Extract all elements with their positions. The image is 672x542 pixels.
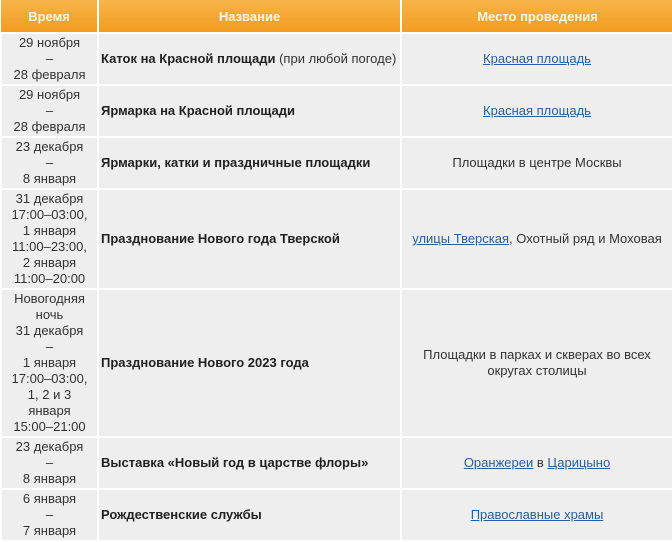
- event-title-bold: Празднование Нового 2023 года: [101, 355, 309, 370]
- place-link[interactable]: улицы Тверская: [412, 231, 510, 246]
- event-time: Новогодняя ночь 31 декабря – 1 января 17…: [0, 288, 99, 438]
- table-row: 6 января – 7 января Рождественские службы…: [0, 488, 672, 542]
- event-time: 6 января – 7 января: [0, 488, 99, 542]
- event-title-bold: Рождественские службы: [101, 507, 262, 522]
- event-time: 29 ноября – 28 февраля: [0, 32, 99, 86]
- place-link[interactable]: Православные храмы: [470, 507, 604, 522]
- event-title-note: (при любой погоде): [275, 51, 397, 66]
- event-place: Красная площадь: [400, 32, 672, 86]
- event-time: 29 ноября – 28 февраля: [0, 84, 99, 138]
- place-text: в: [533, 455, 548, 470]
- header-title: Название: [98, 0, 402, 34]
- event-place: Православные храмы: [400, 488, 672, 542]
- event-time: 23 декабря – 8 января: [0, 436, 99, 490]
- place-link[interactable]: Оранжереи: [463, 455, 534, 470]
- event-title-bold: Каток на Красной площади: [101, 51, 276, 66]
- event-title: Выставка «Новый год в царстве флоры»: [97, 436, 402, 490]
- event-place: Оранжереи в Царицыно: [400, 436, 672, 490]
- table-row: 29 ноября – 28 февраля Ярмарка на Красной…: [0, 84, 672, 138]
- event-title: Празднование Нового 2023 года: [97, 288, 402, 438]
- event-title-bold: Празднование Нового года Тверской: [101, 231, 340, 246]
- table-row: Новогодняя ночь 31 декабря – 1 января 17…: [0, 288, 672, 438]
- place-text: , Охотный ряд и Моховая: [509, 231, 662, 246]
- table-row: 31 декабря 17:00–03:00, 1 января 11:00–2…: [0, 188, 672, 290]
- table-row: 29 ноября – 28 февраля Каток на Красной п…: [0, 32, 672, 86]
- place-link[interactable]: Красная площадь: [483, 51, 591, 66]
- place-link[interactable]: Красная площадь: [483, 103, 591, 118]
- event-title: Ярмарка на Красной площади: [97, 84, 402, 138]
- header-time: Время: [1, 0, 99, 34]
- event-time: 23 декабря – 8 января: [0, 136, 99, 190]
- event-place: улицы Тверская, Охотный ряд и Моховая: [400, 188, 672, 290]
- event-title: Празднование Нового года Тверской: [97, 188, 402, 290]
- header-place: Место проведения: [401, 0, 672, 34]
- table-row: 23 декабря – 8 января Выставка «Новый год…: [0, 436, 672, 490]
- event-title: Рождественские службы: [97, 488, 402, 542]
- place-link[interactable]: Царицыно: [547, 455, 611, 470]
- event-title: Каток на Красной площади (при любой пого…: [97, 32, 402, 86]
- event-time: 31 декабря 17:00–03:00, 1 января 11:00–2…: [0, 188, 99, 290]
- event-title-bold: Ярмарки, катки и праздничные площадки: [101, 155, 371, 170]
- place-text: Площадки в парках и скверах во всех окру…: [423, 347, 651, 378]
- event-place: Красная площадь: [400, 84, 672, 138]
- event-title-bold: Выставка «Новый год в царстве флоры»: [101, 455, 369, 470]
- event-place: Площадки в парках и скверах во всех окру…: [400, 288, 672, 438]
- table-body: 29 ноября – 28 февраля Каток на Красной п…: [0, 32, 672, 542]
- header-row: Время Название Место проведения: [1, 0, 672, 34]
- event-place: Площадки в центре Москвы: [400, 136, 672, 190]
- event-title: Ярмарки, катки и праздничные площадки: [97, 136, 402, 190]
- table-row: 23 декабря – 8 января Ярмарки, катки и пр…: [0, 136, 672, 190]
- place-text: Площадки в центре Москвы: [452, 155, 622, 170]
- event-title-bold: Ярмарка на Красной площади: [101, 103, 295, 118]
